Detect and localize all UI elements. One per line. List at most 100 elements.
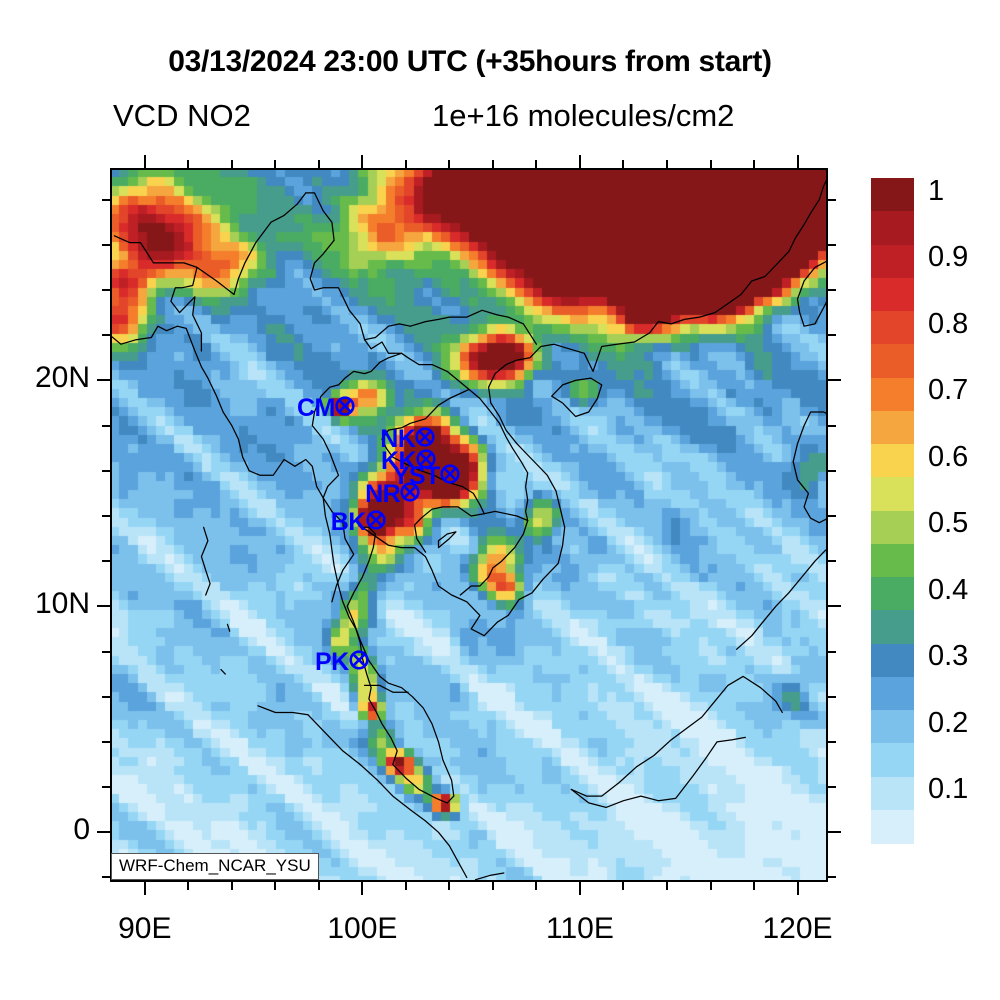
x-axis-tick (404, 882, 407, 890)
station-label: NR (365, 479, 401, 508)
colorbar-band (871, 610, 914, 645)
x-axis-tick-top (361, 155, 364, 168)
model-watermark: WRF-Chem_NCAR_YSU (111, 853, 319, 880)
variable-label: VCD NO2 (113, 98, 251, 133)
station-label: PK (315, 647, 349, 676)
y-axis-label: 20N (34, 361, 90, 395)
circle-x-marker-icon (440, 463, 460, 484)
colorbar-band (871, 809, 914, 844)
colorbar-band (871, 676, 914, 711)
y-axis-tick (97, 379, 110, 382)
colorbar-tick-label: 0.3 (928, 640, 969, 673)
y-axis-tick-right (828, 379, 841, 382)
x-axis-label: 100E (327, 912, 398, 945)
station-marker-pk[interactable]: PK (315, 649, 370, 676)
station-marker-nk[interactable]: NK (380, 426, 436, 453)
y-axis-tick (102, 198, 110, 201)
x-axis-tick (448, 882, 451, 890)
station-marker-yst[interactable]: YST (393, 463, 461, 490)
station-marker-cm[interactable]: CM (297, 395, 356, 422)
station-label: YST (392, 461, 441, 490)
x-axis-tick (143, 882, 146, 895)
colorbar-band (871, 344, 914, 379)
page-title: 03/13/2024 23:00 UTC (+35hours from star… (168, 45, 772, 78)
colorbar-band (871, 377, 914, 412)
station-label: BK (330, 507, 367, 536)
y-axis-tick (97, 831, 110, 834)
y-axis-tick-right (828, 876, 836, 879)
circle-x-marker-icon (416, 449, 436, 469)
y-axis-tick (102, 334, 110, 337)
y-axis-tick (102, 289, 110, 291)
colorbar (871, 178, 914, 844)
colorbar-tick-label: 0.8 (928, 307, 969, 340)
colorbar-band (871, 577, 914, 611)
x-axis-tick-top (317, 160, 320, 168)
station-marker-bk[interactable]: BK (331, 509, 387, 536)
y-axis-tick-right (828, 514, 836, 517)
y-axis-tick-right (828, 198, 836, 201)
x-axis-tick-top (709, 160, 712, 168)
colorbar-tick-label: 0.5 (928, 507, 969, 540)
y-axis-label: 0 (73, 813, 90, 847)
x-axis-tick (709, 882, 712, 890)
x-axis-label: 110E (546, 912, 614, 945)
y-axis-tick (102, 876, 110, 879)
colorbar-band (871, 410, 914, 445)
colorbar-band (871, 743, 914, 778)
colorbar-tick-label: 0.6 (928, 440, 969, 473)
y-axis-tick (102, 514, 110, 517)
y-axis-tick-right (828, 605, 841, 608)
x-axis-tick (535, 882, 538, 890)
x-axis-tick-top (796, 155, 799, 168)
station-marker-kk[interactable]: KK (381, 448, 437, 475)
y-axis-label: 10N (34, 587, 90, 621)
x-axis-tick (317, 882, 320, 890)
y-axis-tick (102, 424, 110, 427)
x-axis-tick-top (578, 155, 581, 168)
y-axis-tick (102, 243, 110, 246)
colorbar-band (871, 444, 914, 478)
station-point-icon (348, 649, 370, 676)
colorbar-tick-label: 0.9 (928, 241, 969, 274)
x-axis-tick-top (404, 160, 407, 168)
x-axis-tick-top (491, 160, 494, 168)
colorbar-band (871, 311, 914, 345)
circle-x-marker-icon (415, 427, 436, 447)
no2-heatmap-layer (110, 168, 828, 882)
colorbar-tick-label: 0.4 (928, 573, 969, 606)
y-axis-tick-right (828, 650, 836, 653)
x-axis-tick-top (753, 160, 756, 168)
map-plot-area (110, 168, 828, 882)
y-axis-tick (102, 650, 110, 653)
x-axis-tick (187, 882, 190, 890)
station-marker-nr[interactable]: NR (365, 481, 421, 508)
y-axis-tick (102, 560, 110, 563)
colorbar-band (871, 277, 914, 312)
circle-x-marker-icon (366, 510, 386, 530)
x-axis-tick (796, 882, 799, 895)
x-axis-tick-top (274, 160, 277, 168)
x-axis-tick (361, 882, 364, 895)
circle-x-marker-icon (349, 650, 369, 670)
station-label: KK (381, 446, 417, 475)
x-axis-tick (578, 882, 581, 895)
station-label: NK (380, 424, 416, 453)
y-axis-tick-right (828, 424, 836, 427)
circle-x-marker-icon (335, 396, 355, 416)
x-axis-tick-top (448, 160, 451, 168)
station-label: CM (297, 393, 335, 422)
x-axis-tick (665, 882, 668, 890)
colorbar-tick-label: 0.2 (928, 706, 969, 739)
units-label: 1e+16 molecules/cm2 (432, 98, 735, 133)
y-axis-tick-right (828, 786, 836, 789)
colorbar-tick-label: 0.7 (928, 374, 969, 407)
y-axis-tick (102, 740, 110, 743)
x-axis-tick (230, 882, 233, 890)
x-axis-tick (753, 882, 756, 890)
y-axis-tick-right (828, 469, 836, 472)
colorbar-band (871, 776, 914, 811)
y-axis-tick (102, 695, 110, 698)
colorbar-tick-label: 0.1 (928, 773, 969, 806)
y-axis-tick-right (828, 831, 841, 834)
